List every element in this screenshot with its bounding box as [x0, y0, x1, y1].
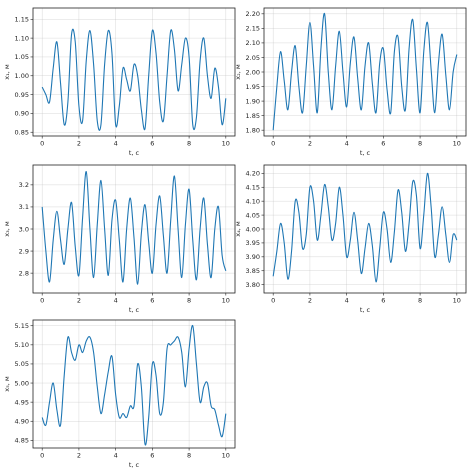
series-line-x3 [41, 171, 227, 285]
y-tick-label: 5.05 [15, 360, 29, 368]
y-tick-label: 2.05 [246, 54, 260, 62]
y-tick-label: 1.10 [15, 34, 29, 42]
y-tick-label: 3.90 [246, 253, 260, 261]
y-tick-label: 2.10 [246, 39, 260, 47]
y-axis-label: x₂, м [234, 64, 242, 80]
x-tick-label: 0 [271, 297, 275, 305]
y-tick-label: 3.80 [246, 281, 260, 289]
x-tick-label: 10 [222, 297, 230, 305]
y-tick-label: 4.10 [246, 197, 260, 205]
x-tick-label: 4 [114, 140, 118, 148]
y-tick-label: 3.2 [19, 181, 29, 189]
y-tick-label: 1.95 [246, 83, 260, 91]
plot-frame [263, 164, 467, 294]
x-tick-label: 2 [308, 140, 312, 148]
x-tick-label: 6 [381, 140, 385, 148]
x-tick-label: 0 [40, 140, 44, 148]
y-tick-label: 1.05 [15, 53, 29, 61]
plot-frame [263, 7, 467, 137]
subplot-x1: 0 2 4 6 8 10 0.85 0.90 0.95 1.00 1.05 1.10 1.15 t, c x… [3, 7, 236, 157]
x-tick-label: 2 [77, 297, 81, 305]
x-axis-label: t, c [360, 306, 371, 314]
x-tick-label: 0 [40, 452, 44, 460]
y-tick-label: 5.00 [15, 379, 29, 387]
plot-frame [32, 164, 236, 294]
x-tick-label: 0 [271, 140, 275, 148]
y-tick-label: 5.15 [15, 322, 29, 330]
x-axis-label: t, c [360, 149, 371, 157]
y-tick-label: 1.90 [246, 97, 260, 105]
y-tick-label: 3.85 [246, 267, 260, 275]
series-line-x1 [41, 28, 227, 131]
y-tick-label: 5.10 [15, 341, 29, 349]
y-tick-label: 0.95 [15, 91, 29, 99]
y-tick-label: 2.20 [246, 10, 260, 18]
x-tick-label: 10 [222, 452, 230, 460]
x-tick-label: 8 [418, 140, 422, 148]
y-tick-label: 2.9 [19, 247, 29, 255]
y-tick-label: 4.00 [246, 225, 260, 233]
x-tick-label: 4 [114, 452, 118, 460]
x-tick-label: 8 [418, 297, 422, 305]
x-tick-label: 2 [308, 297, 312, 305]
x-axis-label: t, c [129, 149, 140, 157]
y-tick-label: 4.95 [15, 398, 29, 406]
y-axis-label: x₃, м [3, 221, 11, 237]
y-tick-label: 4.85 [15, 437, 29, 445]
y-tick-label: 2.00 [246, 68, 260, 76]
y-tick-label: 0.90 [15, 110, 29, 118]
x-tick-label: 4 [345, 140, 349, 148]
x-tick-label: 8 [187, 140, 191, 148]
y-tick-label: 1.15 [15, 16, 29, 24]
y-tick-label: 3.95 [246, 239, 260, 247]
x-tick-label: 4 [114, 297, 118, 305]
x-axis-label: t, c [129, 461, 140, 469]
y-tick-label: 0.85 [15, 129, 29, 137]
subplot-x5: 0 2 4 6 8 10 4.85 4.90 4.95 5.00 5.05 5.10 5.15 t, c x… [3, 319, 236, 469]
x-tick-label: 10 [453, 140, 461, 148]
series-line-x5 [41, 325, 227, 446]
x-tick-label: 6 [150, 140, 154, 148]
x-tick-label: 8 [187, 297, 191, 305]
series-line-x2 [272, 12, 458, 131]
x-tick-label: 2 [77, 140, 81, 148]
y-tick-label: 4.90 [15, 418, 29, 426]
y-tick-label: 1.85 [246, 112, 260, 120]
subplot-x3: 0 2 4 6 8 10 2.8 2.9 3.0 3.1 3.2 t, c x₃, м [3, 164, 236, 314]
y-axis-label: x₄, м [234, 221, 242, 237]
subplot-x2: 0 2 4 6 8 10 1.80 1.85 1.90 1.95 2.00 2.05 2.10 2.15 2… [234, 7, 467, 157]
y-axis-label: x₁, м [3, 64, 11, 80]
x-tick-label: 0 [40, 297, 44, 305]
x-tick-label: 6 [150, 452, 154, 460]
x-tick-label: 4 [345, 297, 349, 305]
y-axis-label: x₅, м [3, 376, 11, 392]
y-tick-label: 3.0 [19, 225, 29, 233]
subplot-x4: 0 2 4 6 8 10 3.80 3.85 3.90 3.95 4.00 4.05 4.10 4.15 4… [234, 164, 467, 314]
y-tick-label: 2.15 [246, 25, 260, 33]
y-tick-label: 4.15 [246, 184, 260, 192]
series-line-x4 [272, 172, 458, 283]
x-tick-label: 8 [187, 452, 191, 460]
y-tick-label: 1.80 [246, 126, 260, 134]
x-axis-label: t, c [129, 306, 140, 314]
x-tick-label: 10 [453, 297, 461, 305]
x-tick-label: 2 [77, 452, 81, 460]
x-tick-label: 6 [150, 297, 154, 305]
y-tick-label: 1.00 [15, 72, 29, 80]
x-tick-label: 6 [381, 297, 385, 305]
plot-frame [32, 7, 236, 137]
y-tick-label: 4.20 [246, 170, 260, 178]
panels: 0 2 4 6 8 10 0.85 0.90 0.95 1.00 1.05 1.10 1.15 t, c x… [3, 7, 467, 469]
y-tick-label: 2.8 [19, 269, 29, 277]
x-tick-label: 10 [222, 140, 230, 148]
y-tick-label: 4.05 [246, 211, 260, 219]
plot-frame [32, 319, 236, 449]
y-tick-label: 3.1 [19, 203, 29, 211]
